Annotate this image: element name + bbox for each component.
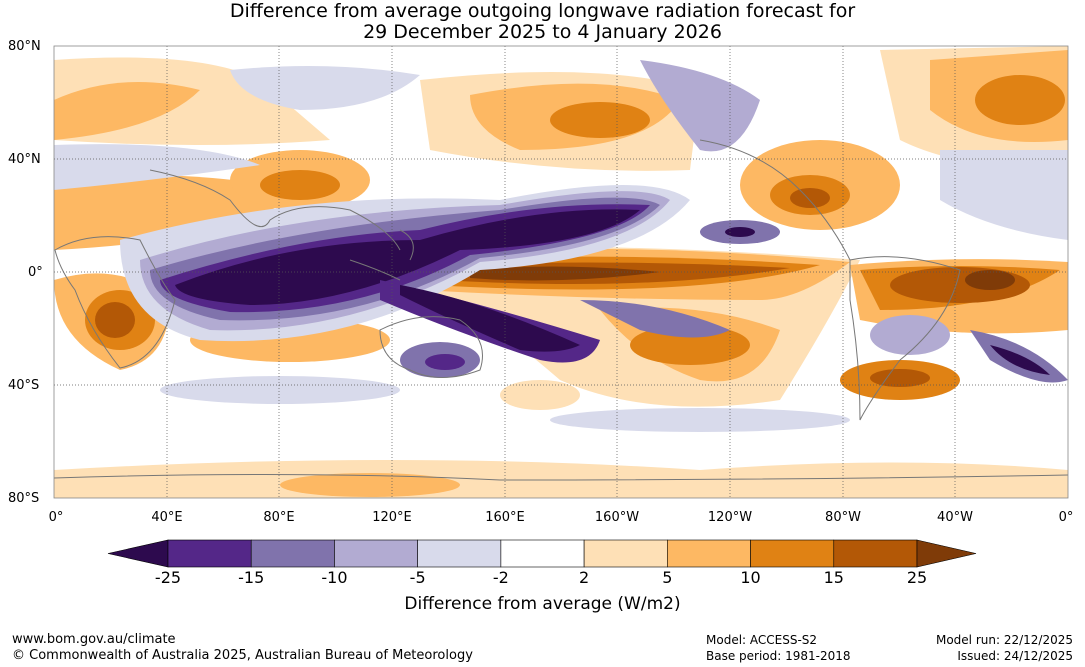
- olr-anomaly-field: [54, 46, 1068, 498]
- colorbar-title: Difference from average (W/m2): [404, 594, 681, 614]
- colorbar-tick-label: 2: [579, 568, 590, 587]
- footer-website: www.bom.gov.au/climate: [12, 632, 176, 647]
- footer-base-period: Base period: 1981-2018: [706, 649, 851, 663]
- graticule: [54, 46, 1068, 498]
- colorbar-extend-high: [916, 539, 977, 568]
- lon-label: 40°E: [151, 510, 183, 525]
- colorbar-tick-label: -5: [409, 568, 426, 587]
- footer-model: Model: ACCESS-S2: [706, 633, 818, 647]
- footer-copyright: © Commonwealth of Australia 2025, Austra…: [12, 648, 473, 663]
- lat-label-40s: 40°S: [8, 378, 40, 393]
- colorbar-segment: [667, 539, 751, 568]
- lon-label: 160°W: [594, 510, 640, 525]
- footer-issued: Issued: 24/12/2025: [957, 649, 1073, 663]
- lat-label-80s: 80°S: [8, 491, 40, 506]
- coastlines: [54, 139, 1068, 481]
- lon-label: 0°: [1058, 510, 1074, 525]
- colorbar-segment: [750, 539, 835, 568]
- colorbar: [107, 539, 977, 568]
- lon-label: 120°E: [372, 510, 412, 525]
- colorbar-tick-label: -25: [154, 568, 182, 587]
- colorbar-segment: [833, 539, 918, 568]
- colorbar-segment: [334, 539, 418, 568]
- colorbar-segment: [167, 539, 252, 568]
- map-title-line2: 29 December 2025 to 4 January 2026: [363, 21, 722, 43]
- colorbar-tick-label: 5: [662, 568, 673, 587]
- colorbar-segment: [500, 539, 585, 568]
- lon-label: 40°W: [937, 510, 973, 525]
- lon-label: 80°W: [825, 510, 861, 525]
- colorbar-extend-low: [107, 539, 169, 568]
- map-title-line1: Difference from average outgoing longwav…: [229, 0, 856, 22]
- lon-label: 120°W: [707, 510, 753, 525]
- colorbar-segment: [583, 539, 668, 568]
- colorbar-tick-label: 15: [823, 568, 844, 587]
- colorbar-tick-label: 25: [906, 568, 928, 587]
- map-frame: [53, 45, 1069, 499]
- colorbar-segment: [250, 539, 335, 568]
- lat-label-0: 0°: [28, 265, 43, 280]
- colorbar-tick-label: 10: [740, 568, 761, 587]
- lon-label: 80°E: [263, 510, 295, 525]
- colorbar-tick-label: -2: [492, 568, 509, 587]
- colorbar-segment: [417, 539, 502, 568]
- colorbar-tick-label: -10: [321, 568, 348, 587]
- lon-label: 0°: [48, 510, 64, 525]
- lat-label-80n: 80°N: [8, 39, 41, 54]
- footer-model-run: Model run: 22/12/2025: [935, 633, 1073, 647]
- lat-label-40n: 40°N: [8, 152, 41, 167]
- colorbar-tick-label: -15: [238, 568, 265, 587]
- lon-label: 160°E: [485, 510, 525, 525]
- negative-anomaly-regions: [54, 60, 1068, 432]
